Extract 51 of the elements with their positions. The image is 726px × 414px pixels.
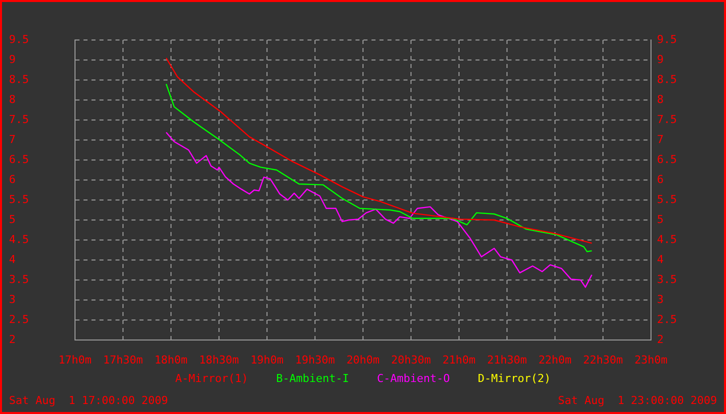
y2-tick-label: 5 <box>657 212 664 226</box>
x-tick-label: 18h30m <box>199 353 240 366</box>
y-tick-label: 8 <box>9 92 16 106</box>
y2-tick-label: 8 <box>657 92 664 106</box>
y-tick-label: 4.5 <box>9 232 29 246</box>
x-tick-label: 17h30m <box>103 353 144 366</box>
x-tick-label: 23h0m <box>634 353 668 366</box>
y2-tick-label: 2.5 <box>657 312 677 326</box>
x-tick-label: 20h0m <box>346 353 380 366</box>
y2-tick-label: 7 <box>657 132 664 146</box>
y-tick-label: 2 <box>9 332 16 346</box>
x-tick-label: 21h30m <box>487 353 528 366</box>
y-tick-label: 2.5 <box>9 312 29 326</box>
x-tick-label: 21h0m <box>442 353 476 366</box>
y-tick-label: 9.5 <box>9 32 29 46</box>
y-tick-label: 8.5 <box>9 72 29 86</box>
y2-tick-label: 6 <box>657 172 664 186</box>
x-tick-label: 19h30m <box>295 353 336 366</box>
text: Sat Aug 1 17:00:00 2009 <box>9 394 168 407</box>
y-tick-label: 4 <box>9 252 16 266</box>
y-tick-label: 6 <box>9 172 16 186</box>
x-tick-label: 19h0m <box>250 353 284 366</box>
y-tick-label: 9 <box>9 52 16 66</box>
y-tick-label: 3 <box>9 292 16 306</box>
y2-tick-label: 6.5 <box>657 152 677 166</box>
y-tick-label: 7.5 <box>9 112 29 126</box>
y2-tick-label: 4.5 <box>657 232 677 246</box>
x-tick-label: 22h30m <box>583 353 624 366</box>
text: Sat Aug 1 23:00:00 2009 <box>558 394 717 407</box>
x-tick-label: 20h30m <box>391 353 432 366</box>
text: B-Ambient-I <box>276 372 349 385</box>
y2-tick-label: 7.5 <box>657 112 677 126</box>
y2-tick-label: 3 <box>657 292 664 306</box>
y2-tick-label: 8.5 <box>657 72 677 86</box>
y-tick-label: 6.5 <box>9 152 29 166</box>
y-tick-label: 5.5 <box>9 192 29 206</box>
y-tick-label: 3.5 <box>9 272 29 286</box>
text: A-Mirror(1) <box>175 372 248 385</box>
y2-tick-label: 3.5 <box>657 272 677 286</box>
y2-tick-label: 5.5 <box>657 192 677 206</box>
x-tick-label: 18h0m <box>154 353 188 366</box>
y-tick-label: 7 <box>9 132 16 146</box>
text: C-Ambient-O <box>377 372 450 385</box>
y-tick-label: 5 <box>9 212 16 226</box>
x-tick-label: 22h0m <box>538 353 572 366</box>
x-tick-label: 17h0m <box>58 353 92 366</box>
y2-tick-label: 9.5 <box>657 32 677 46</box>
y2-tick-label: 2 <box>657 332 664 346</box>
legend-label: D-Mirror(2) <box>478 372 551 385</box>
y2-tick-label: 4 <box>657 252 664 266</box>
y2-tick-label: 9 <box>657 52 664 66</box>
